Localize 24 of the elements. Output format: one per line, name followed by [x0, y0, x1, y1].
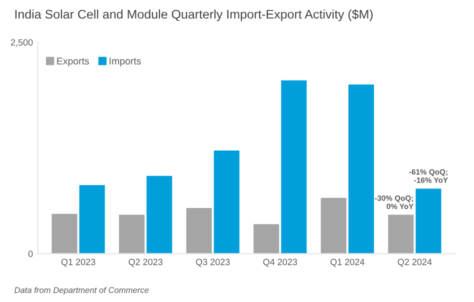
bar	[79, 185, 105, 254]
bar	[388, 214, 414, 254]
legend-label: Exports	[57, 58, 89, 66]
legend-label: Imports	[110, 58, 141, 66]
x-tick-label: Q2 2023	[128, 258, 162, 267]
chart-title: India Solar Cell and Module Quarterly Import-Export Activity ($M)	[15, 9, 373, 22]
bar	[348, 84, 374, 254]
bar	[52, 214, 78, 254]
text: Data from Department of Commerce	[14, 286, 149, 295]
bar	[214, 150, 240, 254]
x-tick-label: Q3 2023	[196, 258, 230, 267]
bar	[281, 80, 307, 254]
x-tick-label: Q4 2023	[263, 258, 298, 267]
bar	[416, 188, 442, 254]
bar	[320, 198, 346, 254]
x-tick-label: Q1 2023	[61, 258, 96, 267]
bar	[118, 214, 145, 254]
y-tick-label: 2,500	[10, 39, 33, 47]
bar	[254, 224, 280, 254]
bar	[146, 176, 172, 254]
x-tick-label: Q2 2024	[398, 258, 432, 267]
x-tick-label: Q1 2024	[330, 258, 364, 267]
bar	[186, 208, 212, 254]
y-tick-label: 0	[28, 250, 33, 258]
